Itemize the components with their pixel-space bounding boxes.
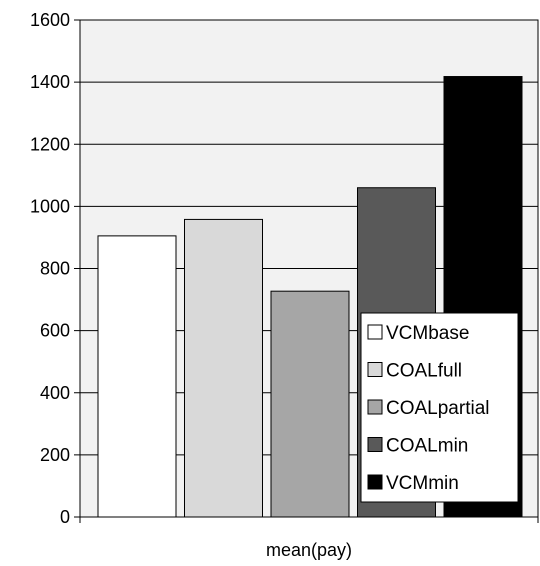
legend-swatch-vcmbase xyxy=(367,324,383,340)
y-tick-label: 200 xyxy=(40,445,70,465)
legend-label-coalfull: COALfull xyxy=(386,361,462,382)
x-category-label: mean(pay) xyxy=(266,540,352,560)
legend-label-vcmmin: VCMmin xyxy=(386,473,459,494)
y-tick-label: 1600 xyxy=(30,10,70,30)
y-axis xyxy=(74,19,81,518)
bar-vcmbase xyxy=(97,235,177,518)
legend: VCMbase COALfull COALpartial COALmin VCMmin xyxy=(360,312,519,503)
legend-label-coalmin: COALmin xyxy=(386,436,468,457)
y-tick-label: 800 xyxy=(40,259,70,279)
y-tick-label: 1400 xyxy=(30,72,70,92)
y-tick-label: 600 xyxy=(40,321,70,341)
legend-label-coalpartial: COALpartial xyxy=(386,398,490,419)
x-axis xyxy=(79,516,539,523)
legend-label-vcmbase: VCMbase xyxy=(386,323,469,344)
legend-swatch-coalpartial xyxy=(367,399,383,415)
y-tick-label: 0 xyxy=(60,507,70,527)
bar-coalfull xyxy=(184,218,263,518)
legend-swatch-vcmmin xyxy=(367,474,383,490)
y-tick-labels: 0 200 400 600 800 1000 1200 1400 1600 xyxy=(30,10,70,527)
legend-swatch-coalmin xyxy=(367,437,383,452)
y-tick-label: 400 xyxy=(40,383,70,403)
legend-swatch-coalfull xyxy=(367,362,383,377)
bar-coalpartial xyxy=(270,290,350,518)
legend-box xyxy=(360,312,519,503)
y-tick-label: 1000 xyxy=(30,196,70,216)
y-tick-label: 1200 xyxy=(30,134,70,154)
